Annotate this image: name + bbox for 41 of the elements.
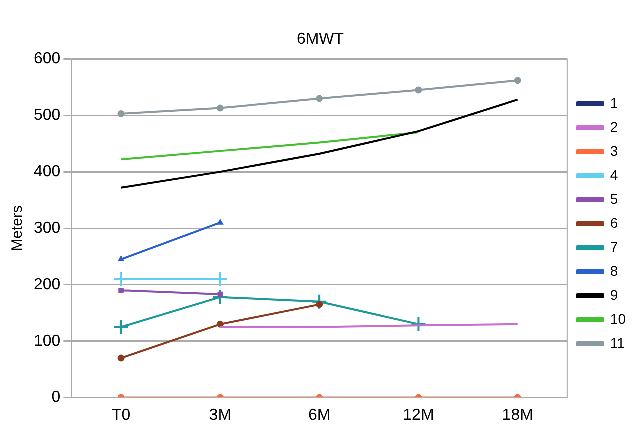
point <box>118 354 125 362</box>
legend-label: 1 <box>610 94 618 111</box>
y-tick-label: 100 <box>34 332 61 350</box>
y-tick-label: 0 <box>52 389 61 406</box>
y-tick-label: 600 <box>34 50 61 68</box>
point <box>113 319 130 336</box>
y-tick-label: 200 <box>34 276 61 294</box>
x-tick-label: 6M <box>308 406 331 424</box>
y-tick-label: 500 <box>34 107 61 124</box>
x-tick-label: 12M <box>403 406 434 424</box>
point <box>216 104 224 112</box>
legend-label: 6 <box>610 214 618 231</box>
legend-label: 4 <box>610 166 618 183</box>
x-tick-label: T0 <box>112 406 131 424</box>
legend-label: 8 <box>610 262 618 279</box>
point <box>514 77 522 84</box>
point <box>113 271 130 288</box>
x-tick-label: 18M <box>502 406 534 424</box>
point <box>316 301 324 308</box>
legend-label: 9 <box>610 286 618 303</box>
point <box>415 86 422 94</box>
legend-label: 10 <box>610 310 626 327</box>
chart-title: 6MWT <box>296 31 344 48</box>
point <box>410 316 427 332</box>
legend-label: 2 <box>610 118 618 135</box>
x-tick-label: 3M <box>209 406 232 424</box>
legend-label: 3 <box>610 142 618 159</box>
point <box>118 288 124 294</box>
legend-label: 11 <box>610 334 626 351</box>
point <box>316 95 324 102</box>
point <box>218 292 224 298</box>
point <box>312 294 328 310</box>
point <box>212 289 228 306</box>
y-tick-label: 400 <box>34 163 61 180</box>
legend-label: 7 <box>610 238 618 255</box>
legend-label: 5 <box>610 190 618 207</box>
point <box>212 271 228 288</box>
y-tick-label: 300 <box>34 220 61 237</box>
point <box>216 320 224 328</box>
point <box>118 110 125 118</box>
y-axis-title: Meters <box>9 206 26 252</box>
